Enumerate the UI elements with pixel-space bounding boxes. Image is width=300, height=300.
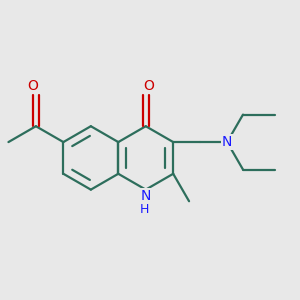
Text: N: N — [222, 135, 232, 149]
Text: H: H — [140, 203, 149, 216]
Text: N: N — [141, 188, 151, 203]
Text: O: O — [144, 80, 154, 93]
Text: O: O — [27, 80, 38, 93]
